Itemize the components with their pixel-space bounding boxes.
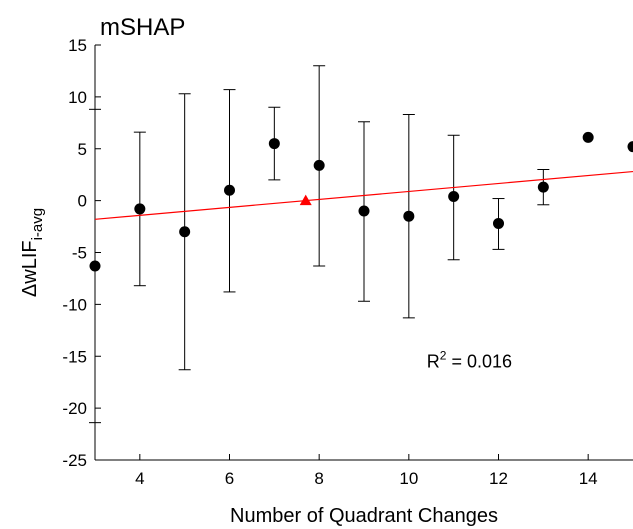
data-point	[224, 184, 235, 196]
data-point	[268, 138, 280, 150]
data-point	[313, 159, 325, 171]
x-tick-label: 12	[489, 469, 508, 488]
data-point	[582, 131, 594, 143]
data-point	[89, 260, 101, 272]
data-point	[403, 210, 415, 222]
y-tick-label: 15	[68, 36, 87, 55]
r-squared-annotation: R2 = 0.016	[427, 348, 512, 371]
y-tick-label: -15	[62, 347, 87, 366]
y-tick-label: -10	[62, 295, 87, 314]
data-point	[358, 205, 370, 217]
data-point	[493, 217, 504, 229]
mean-marker	[299, 194, 312, 206]
data-point	[448, 190, 460, 202]
data-point	[179, 226, 191, 238]
r-squared-value: = 0.016	[446, 351, 512, 371]
x-axis-label: Number of Quadrant Changes	[230, 505, 498, 527]
r-squared-sup: 2	[440, 348, 447, 362]
r-squared-r: R	[427, 351, 440, 371]
fit-line-group	[94, 170, 633, 220]
data-points	[89, 131, 633, 272]
x-tick-label: 4	[135, 469, 144, 488]
axes: -25 -20 -15 -10 -5 0 5 10 15 4 6 8 10 12 14	[62, 36, 633, 488]
y-tick-label: 5	[78, 140, 87, 159]
y-tick-label: 10	[68, 88, 87, 107]
x-tick-label: 6	[225, 469, 234, 488]
regression-line	[94, 170, 633, 220]
y-tick-label: -20	[62, 399, 87, 418]
y-axis-label-subscript: i-avg	[29, 208, 46, 241]
chart-title: mSHAP	[100, 14, 185, 41]
y-tick-label: 0	[78, 192, 87, 211]
y-tick-label: -5	[72, 244, 87, 263]
data-point	[537, 181, 549, 193]
data-point	[627, 141, 633, 153]
x-tick-label: 8	[314, 469, 323, 488]
x-tick-label: 10	[399, 469, 418, 488]
data-point	[134, 203, 146, 215]
y-axis-label: ΔwLIFi-avg	[19, 208, 46, 297]
y-axis-label-main: ΔwLIF	[19, 240, 41, 297]
y-tick-label: -25	[62, 451, 87, 470]
x-tick-label: 14	[579, 469, 598, 488]
